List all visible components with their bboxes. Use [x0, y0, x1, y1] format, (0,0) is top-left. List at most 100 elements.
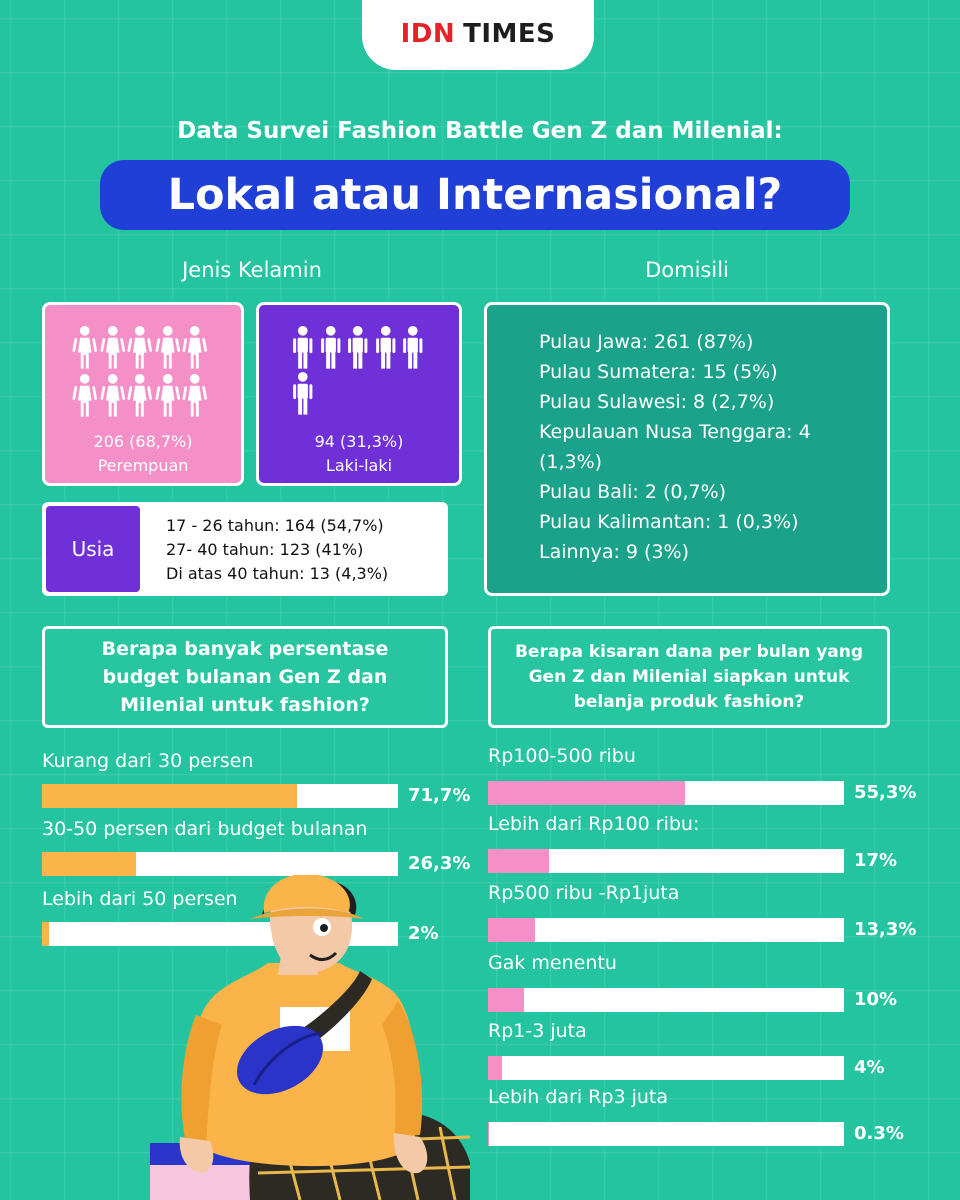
- fund-bar-track: [488, 781, 844, 805]
- female-person-icon: [72, 326, 97, 369]
- male-icon-row-2: [289, 371, 317, 417]
- budget-bar-track: [42, 784, 398, 808]
- fund-bar: [488, 1056, 503, 1080]
- hoodie-right-sleeve: [382, 1001, 423, 1137]
- female-icon-row-1: [71, 325, 209, 371]
- male-card: 94 (31,3%) Laki-laki: [256, 302, 462, 486]
- fund-bar-label: Rp100-500 ribu: [488, 745, 636, 767]
- fund-bar-label: Rp500 ribu -Rp1juta: [488, 882, 680, 904]
- fund-bar: [488, 781, 685, 805]
- budget-bar-value: 26,3%: [408, 853, 471, 874]
- female-person-icon: [182, 374, 207, 417]
- fund-bar-value: 4%: [854, 1057, 885, 1078]
- female-count: 206 (68,7%): [93, 432, 193, 451]
- domisili-item: Pulau Sulawesi: 8 (2,7%): [539, 391, 775, 413]
- budget-bar-label: 30-50 persen dari budget bulanan: [42, 818, 368, 840]
- fund-bar: [488, 988, 524, 1012]
- fund-bar-track: [488, 918, 844, 942]
- domisili-item: Pulau Jawa: 261 (87%): [539, 331, 754, 353]
- budget-question-text: Berapa banyak persentase budget bulanan …: [101, 638, 389, 716]
- fund-bar: [488, 1122, 490, 1146]
- male-person-icon: [375, 326, 395, 369]
- bag-zipper: [252, 1031, 323, 1086]
- budget-bar-track: [42, 852, 398, 876]
- male-person-icon: [403, 326, 423, 369]
- pupil: [320, 924, 328, 932]
- domisili-item: Lainnya: 9 (3%): [539, 541, 690, 563]
- age-line: 17 - 26 tahun: 164 (54,7%): [166, 516, 384, 535]
- female-person-icon: [127, 326, 152, 369]
- fund-bar-value: 55,3%: [854, 782, 917, 803]
- female-card: 206 (68,7%) Perempuan: [42, 302, 244, 486]
- male-person-icon: [348, 326, 368, 369]
- idn-times-logo[interactable]: IDN TIMES: [362, 0, 594, 70]
- domisili-list: Pulau Jawa: 261 (87%) Pulau Sumatera: 15…: [539, 327, 867, 567]
- fund-question-text: Berapa kisaran dana per bulan yang Gen Z…: [514, 641, 864, 712]
- female-label: Perempuan: [97, 456, 189, 475]
- male-count: 94 (31,3%): [314, 432, 404, 451]
- left-hand: [179, 1137, 214, 1173]
- bucket-hat: [263, 875, 350, 913]
- female-icon-row-2: [71, 373, 209, 419]
- fund-bar-value: 17%: [854, 850, 898, 871]
- domisili-card: Pulau Jawa: 261 (87%) Pulau Sumatera: 15…: [484, 302, 890, 596]
- female-person-icon: [100, 326, 125, 369]
- main-title: Lokal atau Internasional?: [100, 160, 850, 230]
- male-person-icon: [293, 326, 313, 369]
- male-person-icon: [293, 372, 313, 415]
- fund-bar-label: Lebih dari Rp100 ribu:: [488, 813, 700, 835]
- fund-bar-label: Rp1-3 juta: [488, 1020, 587, 1042]
- fund-bar-track: [488, 849, 844, 873]
- budget-bar: [42, 922, 50, 946]
- domisili-item: Kepulauan Nusa Tenggara: 4 (1,3%): [539, 421, 811, 473]
- fund-bar-label: Lebih dari Rp3 juta: [488, 1086, 668, 1108]
- main-title-text: Lokal atau Internasional?: [167, 170, 783, 220]
- subtitle: Data Survei Fashion Battle Gen Z dan Mil…: [177, 118, 783, 144]
- age-breakdown: 17 - 26 tahun: 164 (54,7%) 27- 40 tahun:…: [166, 514, 388, 586]
- fund-bar: [488, 918, 536, 942]
- female-person-icon: [155, 326, 180, 369]
- budget-bar: [42, 852, 136, 876]
- hat-brim: [250, 908, 364, 919]
- fund-bar-track: [488, 1056, 844, 1080]
- fund-bar-track: [488, 1122, 844, 1146]
- fund-bar: [488, 849, 549, 873]
- boy-illustration: [150, 875, 470, 1200]
- budget-bar-label: Kurang dari 30 persen: [42, 750, 254, 772]
- female-person-icon: [182, 326, 207, 369]
- budget-bar: [42, 784, 298, 808]
- male-person-icon: [320, 326, 340, 369]
- female-person-icon: [127, 374, 152, 417]
- fund-question: Berapa kisaran dana per bulan yang Gen Z…: [488, 626, 890, 728]
- fund-bar-track: [488, 988, 844, 1012]
- male-icon-row-1: [289, 325, 427, 371]
- fund-bar-value: 13,3%: [854, 919, 917, 940]
- male-label: Laki-laki: [325, 456, 393, 475]
- budget-bar-value: 71,7%: [408, 785, 471, 806]
- fund-bar-value: 0.3%: [854, 1123, 904, 1144]
- female-person-icon: [100, 374, 125, 417]
- right-hand: [393, 1133, 428, 1174]
- domisili-item: Pulau Kalimantan: 1 (0,3%): [539, 511, 799, 533]
- age-line: Di atas 40 tahun: 13 (4,3%): [166, 564, 389, 583]
- hoodie-left-sleeve: [181, 1015, 222, 1149]
- budget-question: Berapa banyak persentase budget bulanan …: [42, 626, 448, 728]
- fund-bar-value: 10%: [854, 989, 898, 1010]
- domisili-heading: Domisili: [645, 258, 729, 282]
- domisili-item: Pulau Sumatera: 15 (5%): [539, 361, 778, 383]
- age-label: Usia: [46, 506, 140, 592]
- logo-times: TIMES: [463, 19, 556, 49]
- gender-heading: Jenis Kelamin: [182, 258, 322, 282]
- domisili-item: Pulau Bali: 2 (0,7%): [539, 481, 727, 503]
- age-label-text: Usia: [71, 537, 115, 561]
- age-line: 27- 40 tahun: 123 (41%): [166, 540, 364, 559]
- female-person-icon: [155, 374, 180, 417]
- logo-idn: IDN: [400, 19, 456, 49]
- fund-bar-label: Gak menentu: [488, 952, 617, 974]
- age-card: Usia 17 - 26 tahun: 164 (54,7%) 27- 40 t…: [42, 502, 448, 596]
- female-person-icon: [72, 374, 97, 417]
- mouth: [309, 951, 338, 961]
- budget-bar-label: Lebih dari 50 persen: [42, 888, 238, 910]
- budget-bar-value: 2%: [408, 923, 439, 944]
